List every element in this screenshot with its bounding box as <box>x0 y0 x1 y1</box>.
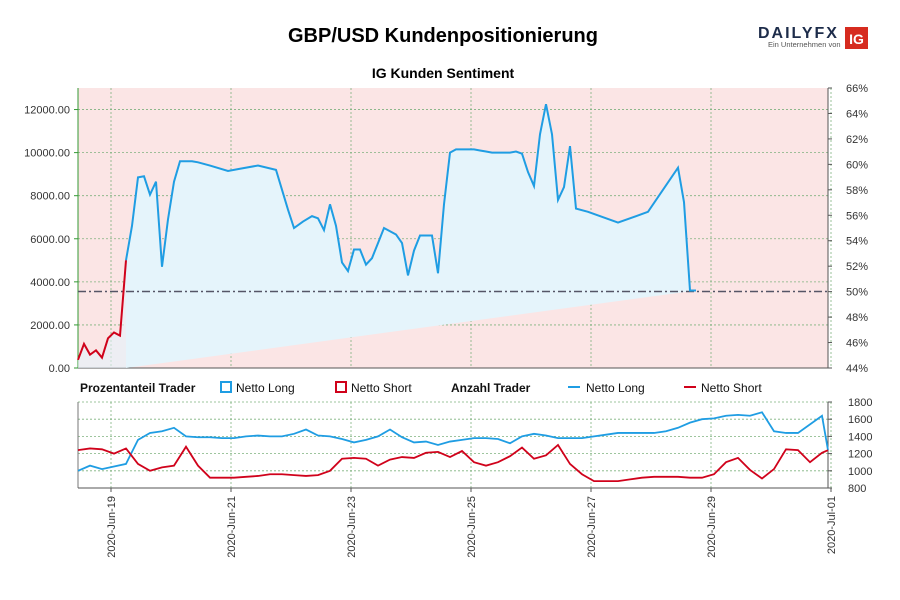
series-line-netto-long <box>125 103 696 292</box>
left-tick-label: 12000.00 <box>24 105 70 117</box>
legend: Prozentanteil Trader Netto Long Netto Sh… <box>80 381 762 395</box>
left-tick-label: 4000.00 <box>30 277 70 289</box>
right-tick-label: 44% <box>846 363 868 375</box>
x-axis-labels: 2020-Jun-19 2020-Jun-21 2020-Jun-23 2020-Ju… <box>106 488 838 558</box>
x-tick-label: 2020-Jun-23 <box>346 496 358 558</box>
left-tick-label: 8000.00 <box>30 191 70 203</box>
x-tick-label: 2020-Jun-27 <box>586 496 598 558</box>
right-tick-label: 56% <box>846 210 868 222</box>
chart-title: GBP/USD Kundenpositionierung <box>288 25 598 47</box>
left-tick-label: 10000.00 <box>24 148 70 160</box>
right-tick-label: 46% <box>846 338 868 350</box>
trader-count-chart: 800 1000 1200 1400 1600 1800 <box>77 397 872 495</box>
legend-percent-long: Netto Long <box>236 381 295 395</box>
dailyfx-logo: DAILYFX Ein Unternehmen von IG <box>758 25 868 49</box>
logo-tagline: Ein Unternehmen von <box>768 40 841 49</box>
x-tick-label: 2020-Jul-01 <box>826 496 838 554</box>
right-tick-label: 48% <box>846 312 868 324</box>
count-tick-label: 1200 <box>848 449 872 461</box>
count-tick-label: 1600 <box>848 414 872 426</box>
x-tick-label: 2020-Jun-21 <box>226 496 238 558</box>
logo-brand: DAILYFX <box>758 25 839 42</box>
count-tick-label: 1400 <box>848 431 872 443</box>
count-tick-label: 800 <box>848 483 866 495</box>
right-tick-label: 50% <box>846 287 868 299</box>
legend-count-long: Netto Long <box>586 381 645 395</box>
left-tick-label: 2000.00 <box>30 320 70 332</box>
count-tick-label: 1000 <box>848 466 872 478</box>
legend-short-swatch <box>335 381 347 393</box>
legend-count-short: Netto Short <box>701 381 762 395</box>
right-tick-label: 62% <box>846 134 868 146</box>
ig-badge <box>845 27 868 49</box>
x-tick-label: 2020-Jun-25 <box>466 496 478 558</box>
x-tick-label: 2020-Jun-29 <box>706 496 718 558</box>
series-line-netto-short <box>77 260 127 361</box>
right-tick-label: 60% <box>846 159 868 171</box>
right-tick-label: 52% <box>846 261 868 273</box>
short-area-fill <box>78 260 126 368</box>
legend-count-label: Anzahl Trader <box>451 381 531 395</box>
chart-subtitle: IG Kunden Sentiment <box>372 65 515 81</box>
right-tick-label: 58% <box>846 185 868 197</box>
left-tick-label: 6000.00 <box>30 234 70 246</box>
ig-badge-text: IG <box>849 31 864 47</box>
right-tick-label: 64% <box>846 108 868 120</box>
legend-percent-short: Netto Short <box>351 381 412 395</box>
right-tick-label: 54% <box>846 236 868 248</box>
legend-percent-label: Prozentanteil Trader <box>80 381 196 395</box>
count-line-netto-short <box>77 443 829 483</box>
count-line-netto-long <box>77 411 829 472</box>
long-area-fill <box>126 104 696 369</box>
x-tick-label: 2020-Jun-19 <box>106 496 118 558</box>
sentiment-area-chart: 0.00 2000.00 4000.00 6000.00 8000.00 10000.00… <box>24 83 868 375</box>
left-tick-label: 0.00 <box>49 363 70 375</box>
count-tick-label: 1800 <box>848 397 872 409</box>
legend-long-swatch <box>220 381 232 393</box>
right-tick-label: 66% <box>846 83 868 95</box>
